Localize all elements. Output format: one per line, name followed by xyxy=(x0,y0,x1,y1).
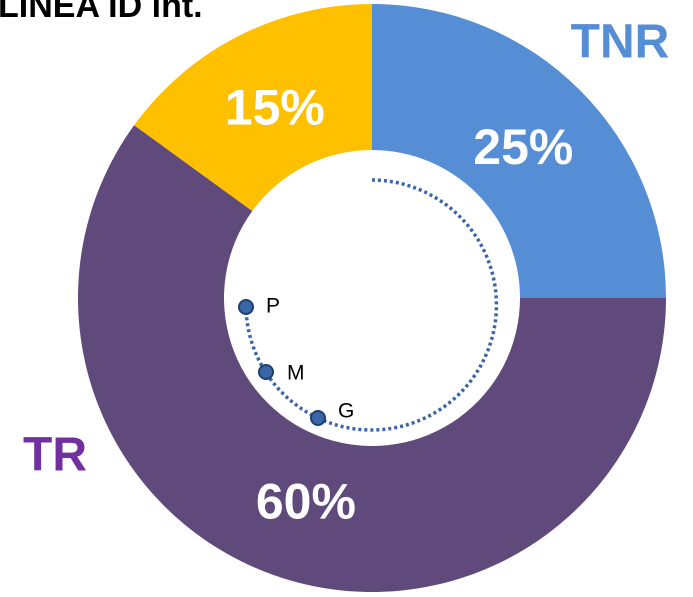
category-label: TR xyxy=(23,429,87,482)
point-label: M xyxy=(287,362,305,385)
slice xyxy=(372,4,666,298)
slice xyxy=(134,4,372,212)
point xyxy=(310,410,326,426)
point xyxy=(238,299,254,315)
point-label: G xyxy=(338,400,354,423)
point xyxy=(258,364,274,380)
chart-title: LINEA ID int. xyxy=(0,0,203,25)
point-label: P xyxy=(266,295,280,318)
slices xyxy=(77,4,666,593)
value-label: 15% xyxy=(225,80,325,136)
category-label: TNR xyxy=(571,16,670,69)
dotted-arc xyxy=(244,178,499,432)
slice xyxy=(77,125,666,593)
value-label: 25% xyxy=(473,119,573,175)
value-label: 60% xyxy=(256,474,356,530)
